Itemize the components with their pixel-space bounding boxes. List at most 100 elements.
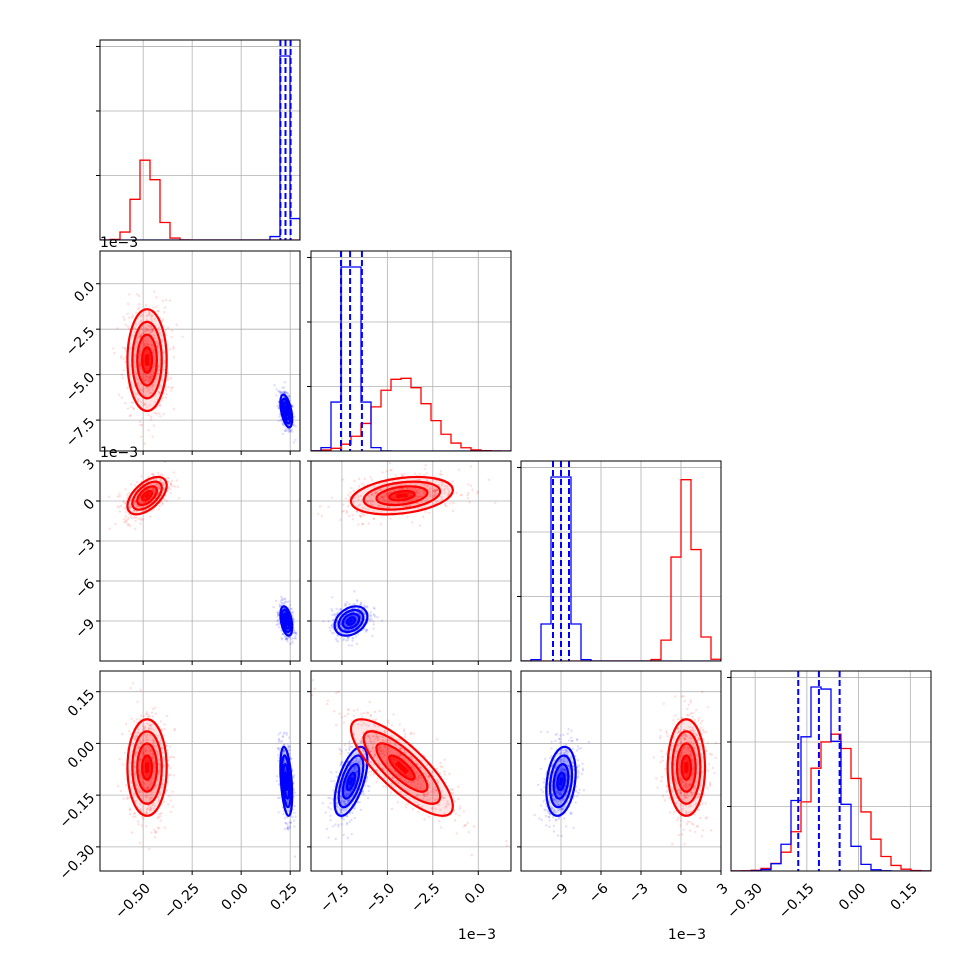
- sample-point: [162, 486, 165, 490]
- sample-point: [341, 817, 344, 820]
- sample-point: [150, 711, 154, 714]
- sample-point: [352, 637, 355, 640]
- sample-point: [149, 728, 152, 731]
- sample-point: [285, 637, 288, 640]
- sample-point: [156, 483, 159, 487]
- sample-point: [275, 775, 279, 778]
- sample-point: [451, 509, 455, 513]
- sample-point: [349, 789, 352, 793]
- sample-point: [352, 489, 355, 493]
- sample-point: [414, 489, 418, 493]
- sample-point: [447, 803, 451, 806]
- sample-point: [279, 600, 283, 604]
- sample-point: [142, 750, 145, 753]
- sample-point: [285, 799, 289, 802]
- sample-point: [154, 712, 158, 716]
- sample-point: [279, 731, 282, 734]
- sample-point: [424, 464, 427, 467]
- sample-point: [145, 795, 148, 799]
- sample-point: [453, 819, 457, 822]
- sample-point: [361, 789, 365, 793]
- sample-point: [418, 524, 422, 527]
- sample-point: [149, 375, 152, 379]
- sample-point: [375, 491, 378, 494]
- sample-point: [402, 488, 405, 491]
- sample-point: [277, 419, 280, 423]
- sample-point: [169, 482, 172, 486]
- sample-point: [476, 492, 479, 495]
- sample-point: [374, 490, 377, 493]
- sample-point: [148, 376, 151, 379]
- sample-point: [124, 323, 127, 326]
- sample-point: [155, 830, 158, 833]
- sample-point: [148, 724, 152, 727]
- sample-point: [138, 332, 141, 335]
- sample-point: [359, 601, 363, 604]
- sample-point: [153, 766, 156, 770]
- sample-point: [281, 422, 285, 425]
- sample-point: [378, 497, 382, 501]
- sample-point: [425, 497, 429, 501]
- sample-point: [446, 487, 450, 491]
- sample-point: [441, 482, 444, 485]
- sample-point: [148, 805, 151, 808]
- sample-point: [172, 774, 175, 777]
- sample-point: [292, 618, 295, 622]
- sample-point: [439, 761, 442, 765]
- sample-point: [283, 391, 287, 394]
- sample-point: [157, 485, 160, 489]
- sample-point: [152, 365, 156, 368]
- sample-point: [113, 352, 116, 355]
- sample-point: [373, 492, 377, 495]
- sample-point: [394, 743, 397, 746]
- sample-point: [157, 491, 160, 494]
- sample-point: [160, 746, 163, 750]
- sample-point: [351, 639, 354, 643]
- sample-point: [344, 497, 347, 500]
- sample-point: [154, 706, 157, 709]
- sample-point: [348, 602, 351, 606]
- sample-point: [138, 791, 141, 794]
- sample-point: [282, 632, 285, 636]
- sample-point: [345, 821, 349, 825]
- sample-point: [388, 500, 391, 504]
- sample-point: [149, 796, 152, 799]
- sample-point: [146, 340, 149, 343]
- sample-point: [151, 388, 154, 391]
- sample-point: [282, 743, 286, 747]
- sample-point: [132, 792, 136, 796]
- grid-2-0: [100, 460, 300, 661]
- sample-point: [431, 770, 434, 774]
- sample-point: [280, 599, 283, 602]
- sample-point: [375, 491, 379, 494]
- sample-point: [133, 764, 136, 768]
- sample-point: [141, 751, 145, 755]
- sample-point: [356, 759, 359, 762]
- sample-point: [339, 607, 343, 611]
- sample-point: [163, 306, 167, 309]
- sample-point: [151, 489, 155, 492]
- sample-point: [339, 795, 342, 798]
- sample-point: [287, 745, 290, 748]
- sample-point: [118, 494, 121, 498]
- sample-point: [377, 488, 380, 492]
- sample-point: [347, 747, 351, 750]
- sample-point: [159, 815, 162, 818]
- sample-point: [336, 634, 340, 637]
- sample-point: [142, 748, 145, 751]
- sample-point: [356, 618, 359, 621]
- sample-point: [138, 385, 141, 389]
- sample-point: [346, 792, 350, 796]
- sample-point: [387, 492, 390, 495]
- sample-point: [276, 623, 279, 626]
- sample-point: [335, 607, 338, 611]
- sample-point: [363, 605, 367, 609]
- sample-point: [150, 314, 154, 318]
- sample-point: [331, 789, 335, 792]
- sample-point: [448, 772, 451, 776]
- sample-point: [466, 493, 469, 497]
- sample-point: [280, 602, 284, 606]
- sample-point: [354, 769, 357, 772]
- sample-point: [281, 386, 284, 389]
- sample-point: [139, 315, 143, 318]
